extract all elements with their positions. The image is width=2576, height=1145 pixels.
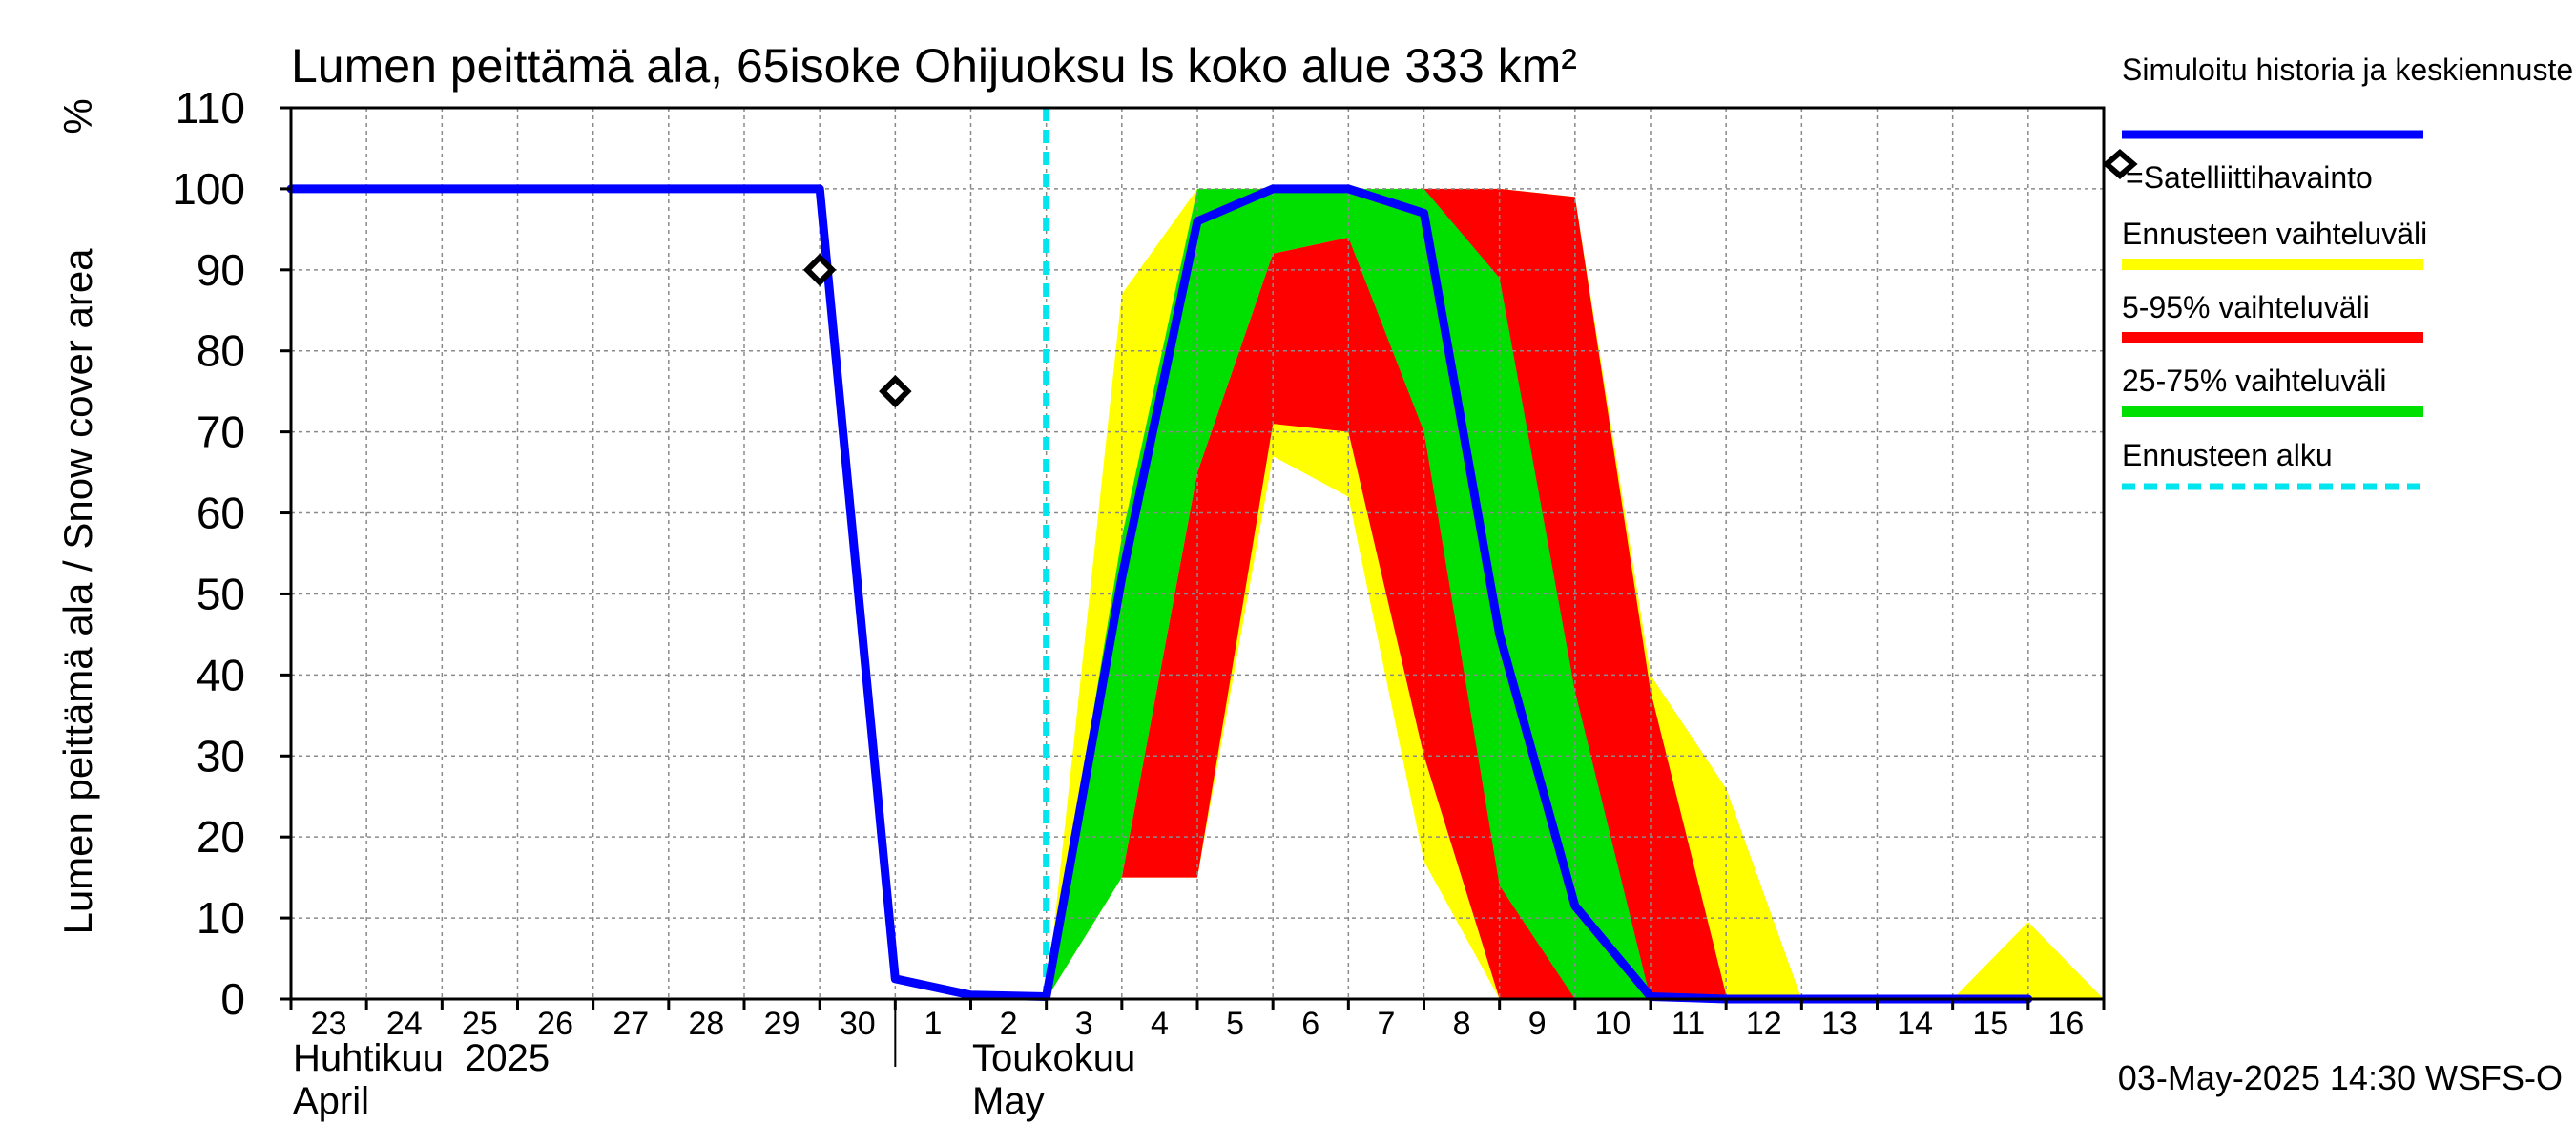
- x-tick-label: 27: [613, 1006, 649, 1042]
- legend-label-median-text: Simuloitu historia ja keskiennuste: [2122, 52, 2573, 87]
- y-tick-label: 70: [197, 407, 245, 457]
- footer-timestamp: 03-May-2025 14:30 WSFS-O: [2118, 1058, 2563, 1097]
- observation-marker: [802, 253, 837, 287]
- legend-label-observation: =Satelliittihavainto: [2126, 160, 2373, 195]
- x-tick-label: 12: [1746, 1006, 1782, 1042]
- x-tick-label: 8: [1453, 1006, 1471, 1042]
- x-tick-label: 30: [840, 1006, 876, 1042]
- month-label-april-fi: Huhtikuu 2025: [293, 1037, 550, 1079]
- legend-label-25-75: 25-75% vaihteluväli: [2122, 364, 2387, 398]
- y-tick-label: 40: [197, 650, 245, 699]
- x-tick-label: 15: [1972, 1006, 2008, 1042]
- y-tick-label: 80: [197, 326, 245, 376]
- y-tick-label: 20: [197, 812, 245, 862]
- x-tick-label: 23: [311, 1006, 347, 1042]
- legend-label-range: Ennusteen vaihteluväli: [2122, 217, 2427, 251]
- observation-marker: [879, 374, 912, 408]
- x-tick-label: 10: [1595, 1006, 1631, 1042]
- satellite-observations: [802, 253, 912, 408]
- y-axis-label: Lumen peittämä ala / Snow cover area: [55, 248, 100, 935]
- x-tick-label: 29: [764, 1006, 800, 1042]
- x-tick-label: 4: [1151, 1006, 1169, 1042]
- x-tick-label: 7: [1377, 1006, 1395, 1042]
- legend-label-forecast-start: Ennusteen alku: [2122, 438, 2333, 472]
- y-tick-label: 100: [172, 164, 245, 214]
- y-tick-label: 0: [220, 974, 245, 1024]
- x-tick-label: 28: [689, 1006, 725, 1042]
- x-tick-label: 6: [1301, 1006, 1319, 1042]
- x-tick-label: 5: [1226, 1006, 1244, 1042]
- x-tick-label: 13: [1821, 1006, 1858, 1042]
- x-tick-label: 11: [1672, 1006, 1705, 1042]
- x-tick-label: 1: [924, 1006, 942, 1042]
- x-tick-label: 3: [1075, 1006, 1093, 1042]
- x-tick-label: 16: [2048, 1006, 2085, 1042]
- x-tick-label: 24: [386, 1006, 423, 1042]
- month-label-may-en: May: [972, 1080, 1045, 1122]
- legend: Simuloitu historia ja keskiennuste =Sate…: [2102, 52, 2573, 490]
- grid-lines: [291, 108, 2104, 999]
- legend-label-5-95: 5-95% vaihteluväli: [2122, 290, 2370, 324]
- month-label-april-en: April: [293, 1080, 369, 1122]
- x-tick-label: 2: [1000, 1006, 1018, 1042]
- y-tick-label: 110: [176, 83, 245, 133]
- y-axis-ticks: 0 10 20 30 40 50 60 70 80 90 100 110: [172, 83, 291, 1024]
- y-tick-label: 50: [197, 569, 245, 618]
- x-tick-label: 25: [462, 1006, 498, 1042]
- y-unit-label: %: [55, 98, 100, 134]
- y-tick-label: 10: [197, 893, 245, 943]
- chart-title: Lumen peittämä ala, 65isoke Ohijuoksu ls…: [291, 39, 1577, 93]
- legend-swatch-observation: [2102, 149, 2138, 179]
- x-tick-label: 9: [1528, 1006, 1547, 1042]
- x-tick-label: 14: [1897, 1006, 1933, 1042]
- x-axis-ticks: 23 24 25 26 27 28 29 30 1 2 3 4 5 6 7 8 9 10 11 12 13 14 15 16: [289, 999, 2106, 1067]
- y-tick-label: 90: [197, 245, 245, 295]
- month-label-may-fi: Toukokuu: [972, 1037, 1135, 1079]
- x-tick-label: 26: [537, 1006, 573, 1042]
- y-tick-label: 60: [197, 489, 245, 538]
- legend-label-median: Simuloitu historia ja keskiennuste: [2122, 52, 2573, 87]
- y-tick-label: 30: [197, 731, 245, 781]
